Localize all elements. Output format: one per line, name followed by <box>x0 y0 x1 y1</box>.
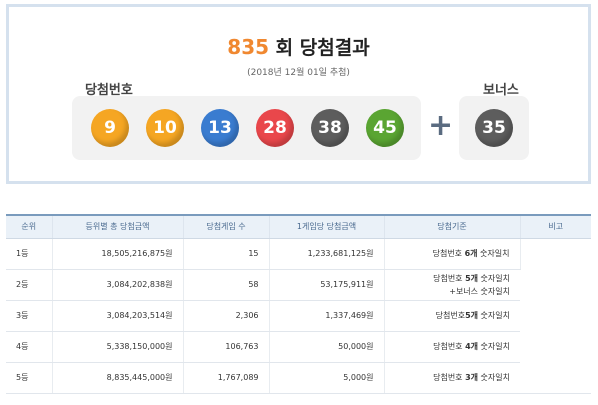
prize-per-game-cell: 1,233,681,125원 <box>269 238 385 270</box>
criteria-suffix: 숫자일치 <box>477 249 510 258</box>
header-winner-count: 당첨게임 수 <box>183 214 270 239</box>
round-number: 835 <box>227 35 270 59</box>
rank-cell: 4등 <box>6 331 53 363</box>
total-prize-cell: 8,835,445,000원 <box>52 362 184 394</box>
criteria-prefix: 당첨번호 <box>433 273 466 283</box>
header-prize-per-game: 1게임당 당첨금액 <box>269 214 385 239</box>
winning-numbers-label: 당첨번호 <box>85 83 133 98</box>
table-row: 3등 3,084,203,514원 2,306 1,337,469원 당첨번호5… <box>6 300 591 332</box>
criteria-count: 5개 <box>465 273 479 283</box>
criteria-count: 3개 <box>465 373 479 382</box>
criteria-count: 4개 <box>465 342 479 351</box>
criteria-bonus-line: +보너스 숫자일치 <box>449 286 510 296</box>
winner-count-cell: 15 <box>183 238 270 270</box>
total-prize-cell: 3,084,203,514원 <box>52 300 184 332</box>
winning-ball-6: 45 <box>366 109 404 147</box>
table-row: 4등 5,338,150,000원 106,763 50,000원 당첨번호 4… <box>6 331 591 363</box>
round-title-suffix: 회 당첨결과 <box>275 37 370 59</box>
criteria-suffix: 숫자일치 <box>478 373 510 382</box>
winner-count-cell: 106,763 <box>183 331 270 363</box>
plus-icon: + <box>428 108 454 143</box>
rank-cell: 2등 <box>6 269 53 301</box>
criteria-suffix: 숫자일치 <box>478 342 510 351</box>
criteria-cell: 당첨번호5개 숫자일치 <box>384 300 520 332</box>
bonus-ball: 35 <box>475 109 513 147</box>
criteria-suffix: 숫자일치 <box>478 311 510 320</box>
criteria-prefix: 당첨번호 <box>433 342 466 351</box>
winning-ball-2: 10 <box>146 109 184 147</box>
criteria-prefix: 당첨번호 <box>433 373 466 382</box>
criteria-cell: 당첨번호 3개 숫자일치 <box>384 362 520 394</box>
header-note: 비고 <box>520 214 591 239</box>
table-row: 1등 18,505,216,875원 15 1,233,681,125원 당첨번… <box>6 238 591 394</box>
winning-numbers-panel: 9 10 13 28 38 45 <box>72 96 421 160</box>
prize-table-header: 순위 등위별 총 당첨금액 당첨게임 수 1게임당 당첨금액 당첨기준 비고 <box>6 214 591 239</box>
total-prize-cell: 5,338,150,000원 <box>52 331 184 363</box>
prize-per-game-cell: 5,000원 <box>269 362 385 394</box>
winning-ball-3: 13 <box>201 109 239 147</box>
header-total-prize: 등위별 총 당첨금액 <box>52 214 184 239</box>
prize-per-game-cell: 53,175,911원 <box>269 269 385 301</box>
bonus-number-panel: 35 <box>459 96 529 160</box>
table-row: 5등 8,835,445,000원 1,767,089 5,000원 당첨번호 … <box>6 362 591 394</box>
criteria-prefix: 당첨번호 <box>432 249 465 258</box>
total-prize-cell: 3,084,202,838원 <box>52 269 184 301</box>
table-row: 2등 3,084,202,838원 58 53,175,911원 당첨번호 5개… <box>6 269 591 301</box>
criteria-cell: 당첨번호 4개 숫자일치 <box>384 331 520 363</box>
criteria-cell: 당첨번호 5개 숫자일치 +보너스 숫자일치 <box>384 269 520 301</box>
draw-result-panel: 835 회 당첨결과 (2018년 12월 01일 추첨) 당첨번호 보너스 9… <box>6 4 591 184</box>
criteria-cell: 당첨번호 6개 숫자일치 <box>384 238 521 270</box>
criteria-prefix: 당첨번호 <box>435 311 466 320</box>
bonus-number-label: 보너스 <box>483 83 519 98</box>
criteria-count: 5개 <box>465 311 479 320</box>
winner-count-cell: 58 <box>183 269 270 301</box>
header-criteria: 당첨기준 <box>384 214 521 239</box>
winner-count-cell: 1,767,089 <box>183 362 270 394</box>
rank-cell: 3등 <box>6 300 53 332</box>
criteria-count: 6개 <box>464 249 478 258</box>
total-prize-cell: 18,505,216,875원 <box>52 238 184 270</box>
prize-table: 순위 등위별 총 당첨금액 당첨게임 수 1게임당 당첨금액 당첨기준 비고 1… <box>6 214 591 394</box>
header-rank: 순위 <box>6 214 53 239</box>
winning-ball-4: 28 <box>256 109 294 147</box>
winner-count-cell: 2,306 <box>183 300 270 332</box>
winning-ball-5: 38 <box>311 109 349 147</box>
round-title: 835 회 당첨결과 <box>9 33 588 60</box>
prize-per-game-cell: 50,000원 <box>269 331 385 363</box>
criteria-suffix: 숫자일치 <box>478 273 510 283</box>
winning-ball-1: 9 <box>91 109 129 147</box>
rank-cell: 5등 <box>6 362 53 394</box>
note-cell <box>520 238 591 394</box>
draw-date: (2018년 12월 01일 추첨) <box>247 68 350 78</box>
rank-cell: 1등 <box>6 238 53 270</box>
prize-per-game-cell: 1,337,469원 <box>269 300 385 332</box>
